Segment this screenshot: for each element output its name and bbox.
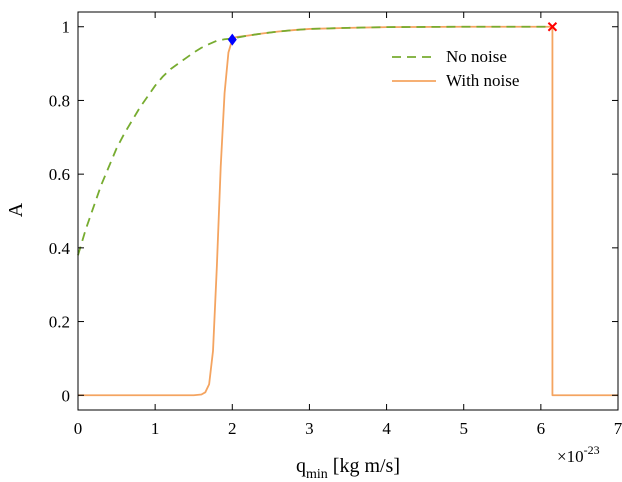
marker-layer xyxy=(227,22,558,46)
x-axis-multiplier-base: ×10 xyxy=(557,447,584,466)
y-tick-label: 0.4 xyxy=(49,239,71,258)
x-marker xyxy=(547,22,558,32)
x-axis-label-base: q xyxy=(296,455,306,477)
x-tick-label: 2 xyxy=(228,419,237,438)
x-axis-label-subscript: min xyxy=(306,467,328,482)
x-axis-multiplier: ×10-23 xyxy=(557,443,600,466)
x-tick-label: 6 xyxy=(537,419,546,438)
y-tick-label: 0.2 xyxy=(49,313,70,332)
y-tick-label: 0.8 xyxy=(49,91,70,110)
x-axis-label-units: [kg m/s] xyxy=(328,455,400,477)
x-tick-label: 0 xyxy=(74,419,83,438)
legend-label: With noise xyxy=(446,71,519,90)
x-tick-label: 4 xyxy=(382,419,391,438)
x-axis-label: qmin [kg m/s] xyxy=(296,455,400,482)
legend: No noise With noise xyxy=(392,47,519,90)
plot-frame xyxy=(77,11,619,411)
legend-label: No noise xyxy=(446,47,507,66)
x-tick-label: 7 xyxy=(614,419,622,438)
x-tick-label: 5 xyxy=(459,419,468,438)
series-layer xyxy=(77,25,618,397)
series-line-with-noise xyxy=(78,25,618,397)
y-tick-label: 0.6 xyxy=(49,165,70,184)
series-line-no-noise xyxy=(77,25,553,256)
y-axis-label: A xyxy=(5,202,27,217)
y-tick-label: 1 xyxy=(62,18,71,37)
x-tick-label: 3 xyxy=(305,419,314,438)
diamond-marker xyxy=(227,33,237,46)
x-axis-multiplier-exponent: -23 xyxy=(584,443,600,457)
y-tick-label: 0 xyxy=(62,386,71,405)
x-marker-stroke xyxy=(547,22,558,32)
tick-layer: 0 1 2 3 4 5 6 7 0 0.2 0.4 0.6 0.8 1 xyxy=(49,12,622,438)
x-tick-label: 1 xyxy=(151,419,160,438)
